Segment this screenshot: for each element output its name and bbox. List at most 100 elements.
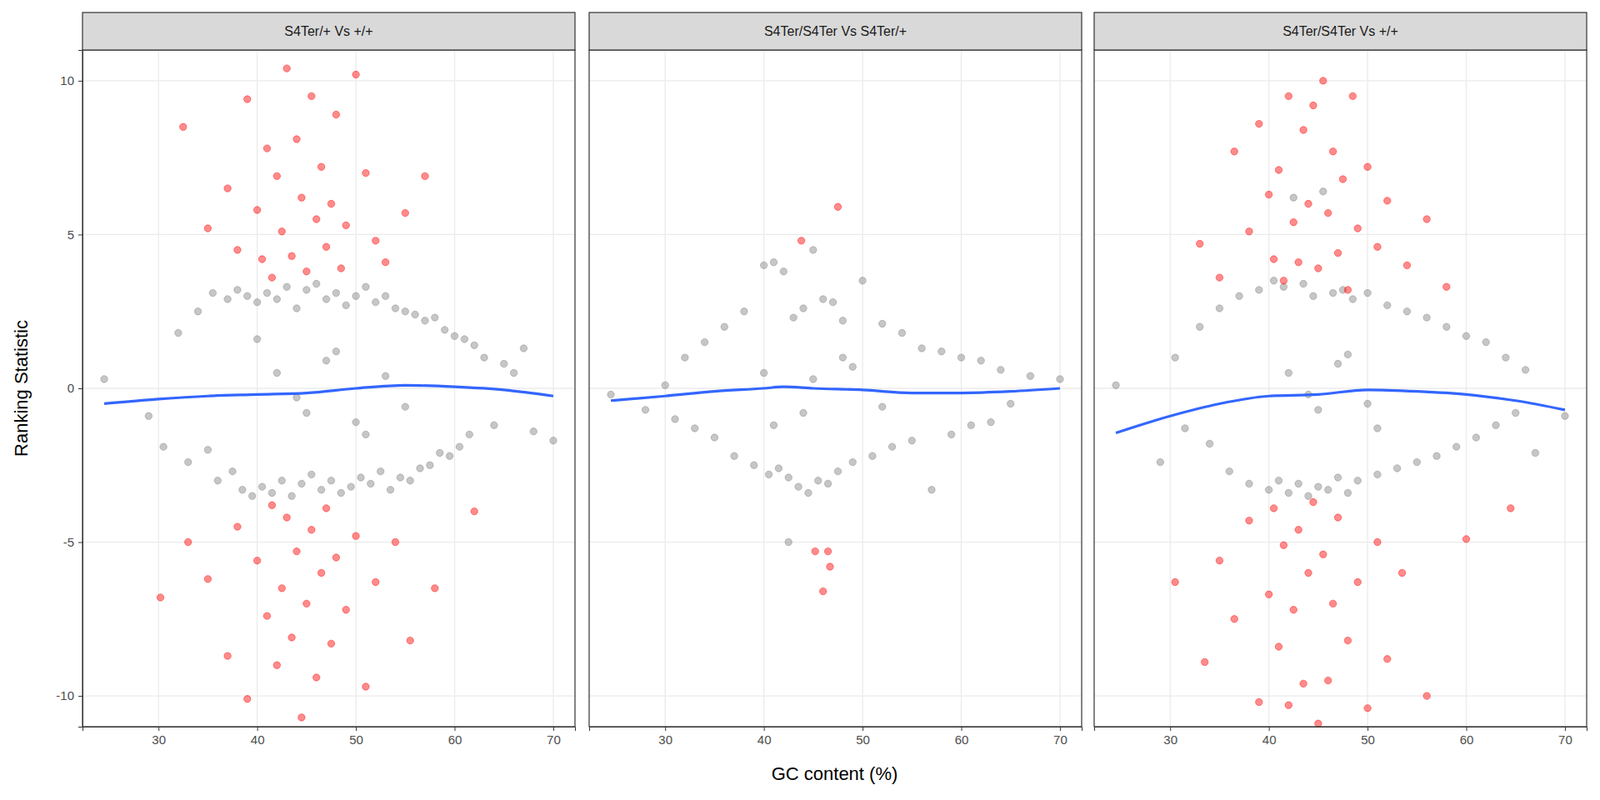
- y-tick-label: 10: [60, 73, 75, 88]
- point: [1300, 680, 1307, 687]
- point: [1112, 381, 1120, 389]
- point: [406, 477, 414, 485]
- point: [244, 95, 251, 103]
- grid-line-y: [1094, 387, 1587, 389]
- point: [510, 369, 517, 376]
- point: [180, 123, 187, 130]
- point: [268, 501, 275, 509]
- point: [283, 65, 290, 72]
- point: [810, 246, 817, 254]
- marks: [1112, 77, 1569, 727]
- point: [1364, 400, 1371, 407]
- y-axis-line: [78, 50, 84, 728]
- point: [530, 427, 537, 435]
- point: [288, 252, 295, 260]
- point: [1561, 412, 1569, 420]
- point: [298, 714, 305, 721]
- grid-line-y: [1094, 234, 1587, 235]
- point: [185, 538, 192, 545]
- point: [839, 317, 846, 325]
- x-tick-label: 50: [855, 732, 870, 747]
- point: [1320, 77, 1327, 85]
- point: [770, 258, 777, 265]
- point: [1255, 286, 1263, 294]
- point: [1196, 240, 1204, 247]
- point: [204, 225, 211, 232]
- point: [1324, 486, 1331, 494]
- grid-line-y: [589, 80, 1082, 81]
- point: [490, 421, 498, 429]
- point: [145, 412, 152, 420]
- point: [224, 295, 231, 303]
- point: [1310, 498, 1317, 505]
- x-tick: 70: [1558, 726, 1573, 747]
- point: [824, 547, 831, 555]
- point: [1334, 360, 1341, 367]
- point: [1403, 308, 1410, 315]
- point: [376, 467, 384, 475]
- point: [362, 683, 370, 690]
- point: [671, 415, 679, 423]
- point: [1452, 443, 1460, 450]
- point: [1384, 301, 1391, 309]
- point: [312, 280, 320, 287]
- x-tick: 50: [855, 726, 870, 747]
- point: [1354, 225, 1361, 232]
- plot-background: [1094, 50, 1587, 727]
- point: [879, 403, 886, 410]
- trend-line: [1115, 390, 1565, 434]
- grid-line-y: [82, 541, 575, 543]
- plot-background: [589, 50, 1082, 727]
- plot-background: [82, 50, 575, 727]
- grid-line-y: [589, 695, 1082, 696]
- point: [204, 446, 211, 454]
- point: [249, 492, 256, 500]
- x-tick-mark: [1565, 726, 1566, 731]
- point: [681, 354, 689, 361]
- point: [785, 474, 792, 481]
- grid-line-y: [1094, 541, 1587, 543]
- point: [214, 477, 221, 485]
- point: [372, 298, 380, 305]
- point: [327, 200, 335, 207]
- point: [381, 292, 389, 300]
- point: [908, 437, 915, 445]
- point: [1374, 538, 1381, 545]
- point: [1433, 452, 1440, 460]
- point: [381, 258, 389, 265]
- point: [1205, 440, 1213, 447]
- point: [239, 486, 246, 494]
- point: [288, 492, 295, 500]
- point: [278, 477, 285, 485]
- point: [710, 434, 718, 441]
- point: [204, 575, 211, 583]
- point: [1275, 643, 1282, 650]
- point: [263, 289, 270, 296]
- point: [815, 477, 822, 485]
- point: [283, 283, 290, 290]
- x-axis-line: [1095, 727, 1588, 732]
- point: [928, 486, 935, 494]
- point: [1344, 636, 1351, 644]
- point: [1354, 578, 1361, 585]
- point: [322, 505, 330, 512]
- grid-line-y: [82, 80, 575, 81]
- point: [1056, 375, 1064, 383]
- point: [997, 366, 1005, 374]
- strip-label: S4Ter/+ Vs +/+: [284, 24, 373, 39]
- point: [1507, 505, 1515, 512]
- point: [298, 480, 305, 487]
- point: [1364, 289, 1371, 296]
- point: [327, 477, 335, 485]
- point: [416, 465, 424, 472]
- strip-label: S4Ter/S4Ter Vs S4Ter/+: [764, 24, 907, 39]
- point: [1334, 474, 1341, 481]
- point: [308, 92, 315, 100]
- point: [1285, 701, 1292, 709]
- point: [431, 314, 439, 321]
- point: [824, 480, 831, 487]
- point: [1374, 470, 1381, 478]
- point: [1200, 658, 1208, 665]
- point-series: [797, 203, 841, 595]
- point: [1196, 323, 1204, 330]
